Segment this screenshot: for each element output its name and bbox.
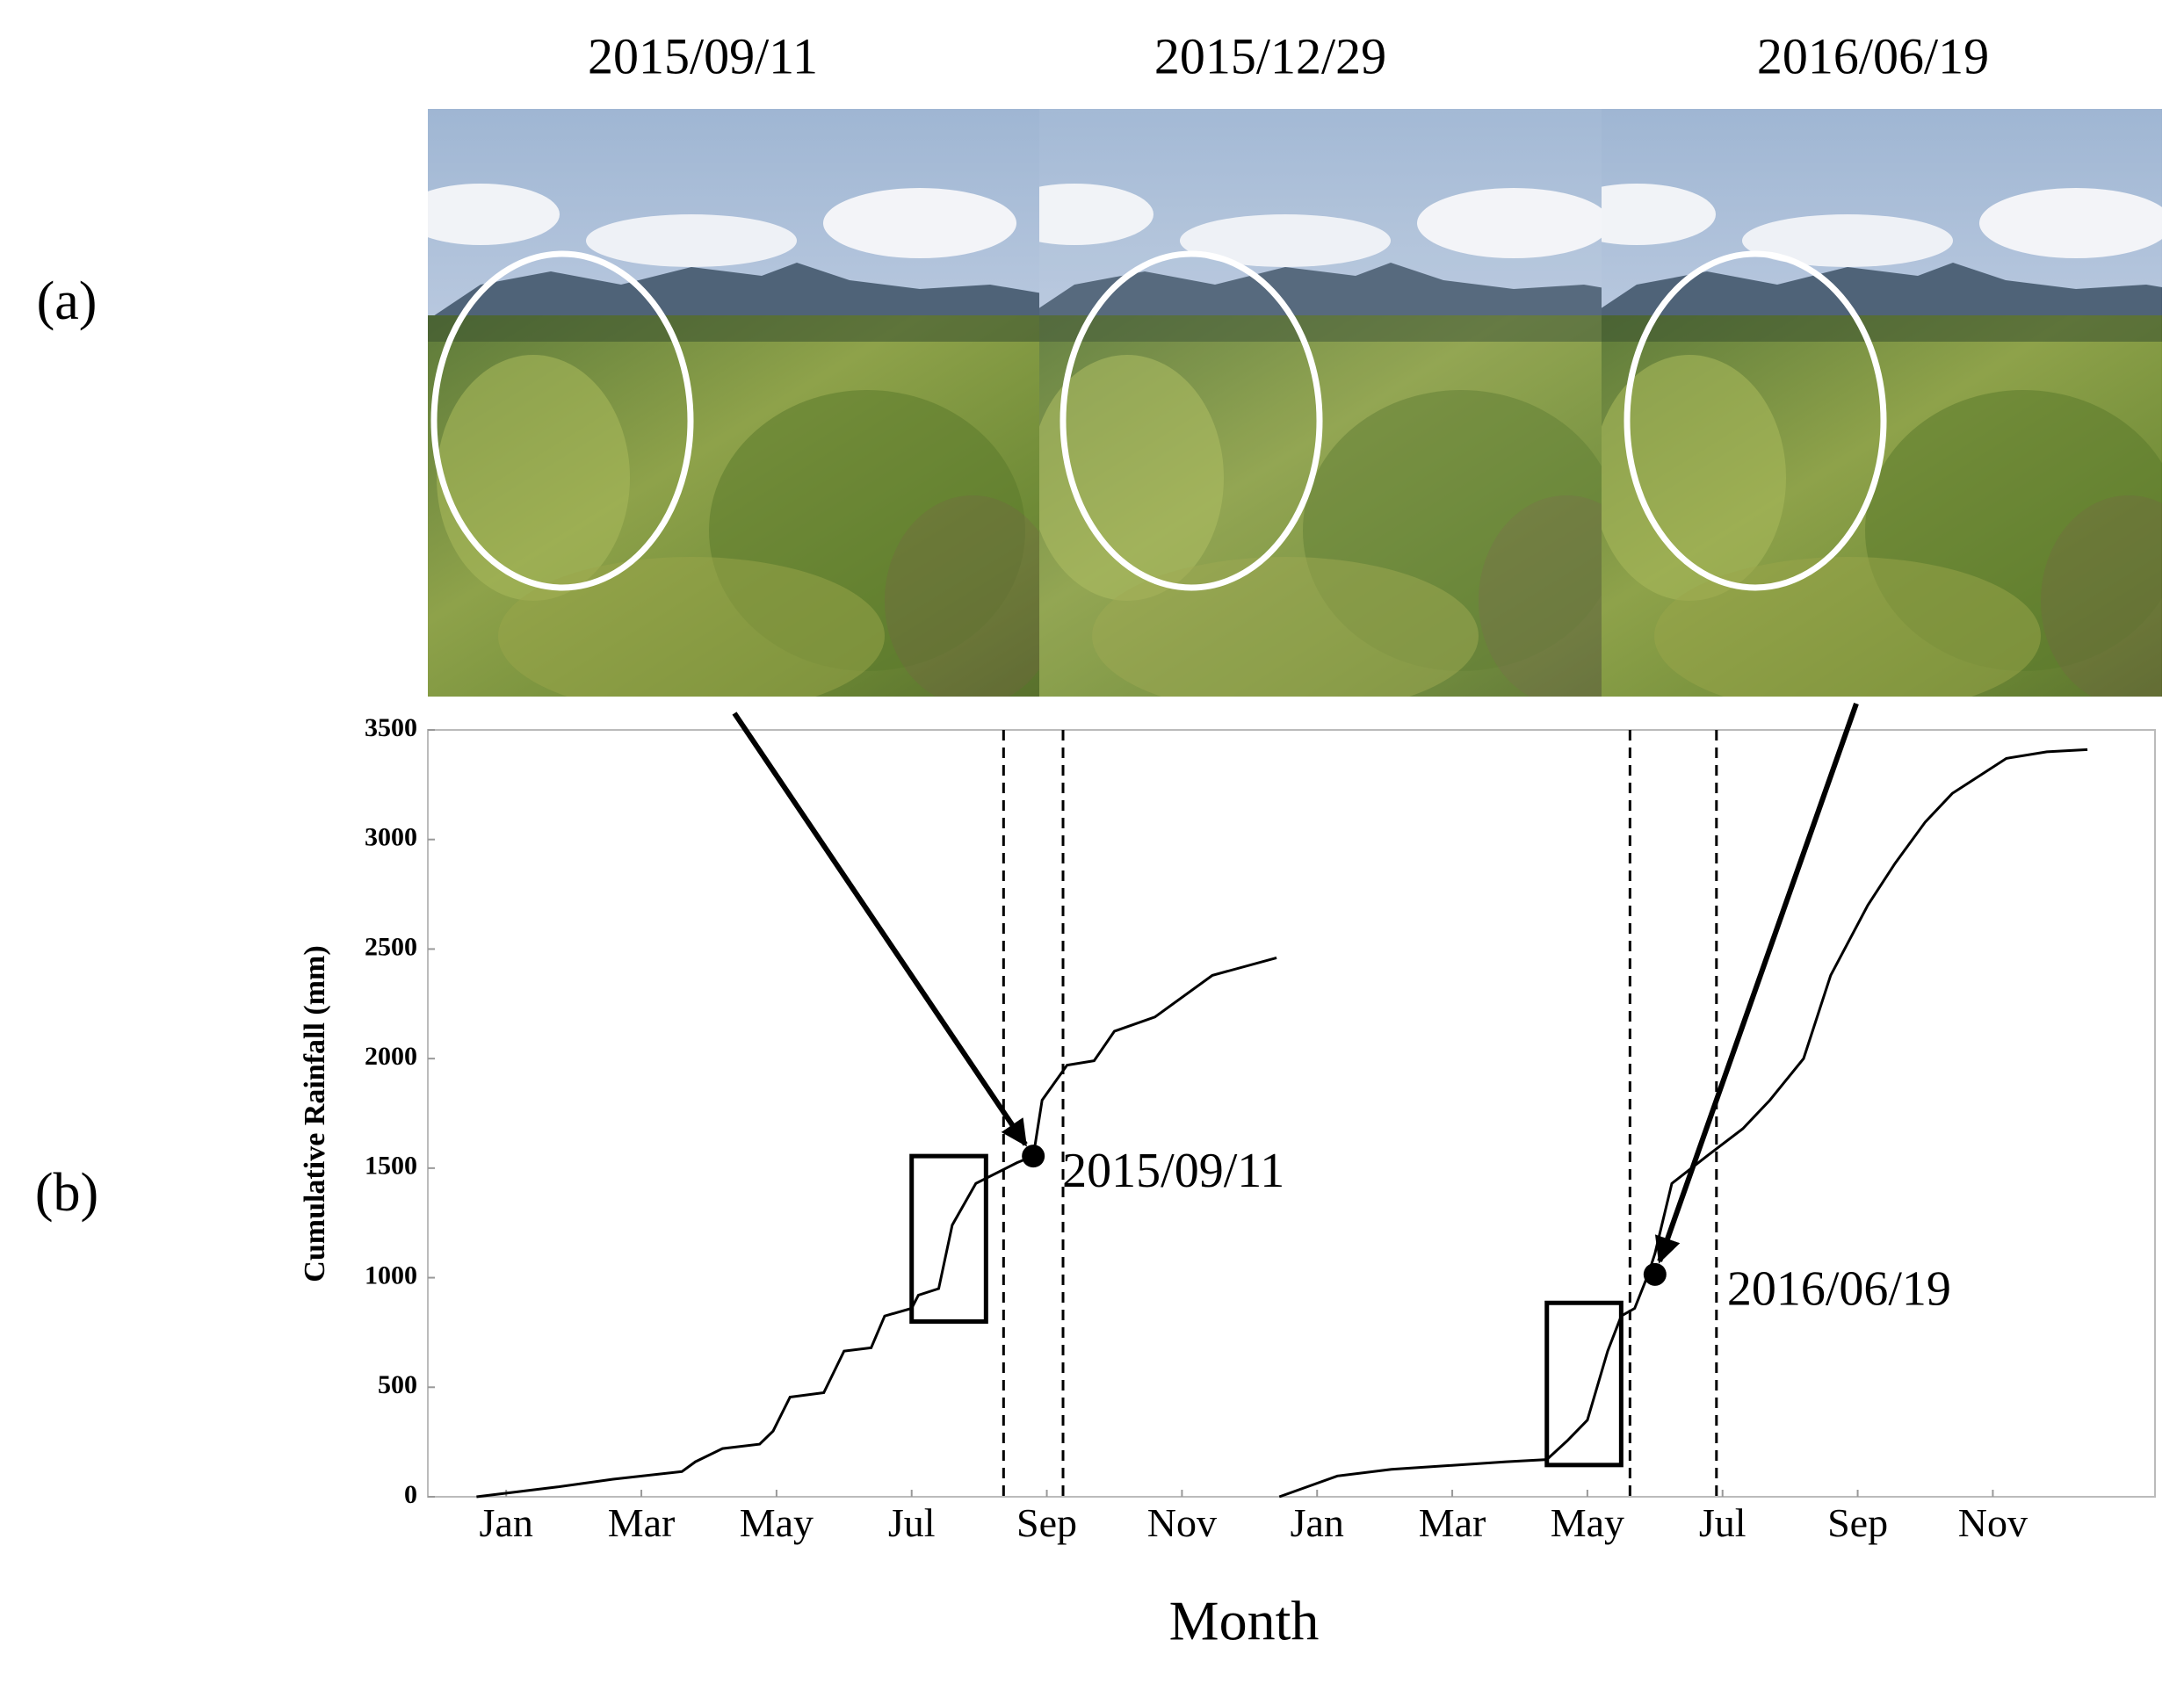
- y-axis-label: Cumulative Rainfall (mm): [299, 945, 331, 1282]
- highlight-box: [1544, 1300, 1624, 1468]
- panel-label: (b): [35, 1163, 98, 1223]
- x-tick-label: May: [740, 1500, 814, 1545]
- photo: [1039, 109, 1602, 697]
- highlight-ellipse: [430, 250, 694, 591]
- x-tick-label: Sep: [1016, 1500, 1077, 1545]
- plot-frame: [427, 729, 2156, 1498]
- highlight-ellipse: [1624, 250, 1887, 591]
- photo-date: 2015/09/11: [588, 27, 818, 84]
- highlight-box: [909, 1153, 988, 1324]
- y-tick-label: 1000: [365, 1260, 417, 1289]
- marker-label: 2016/06/19: [1727, 1262, 1951, 1317]
- photo: [428, 109, 1039, 697]
- y-tick-label: 0: [404, 1480, 417, 1509]
- x-tick-label: Nov: [1147, 1500, 1217, 1545]
- x-tick-label: Mar: [1419, 1500, 1486, 1545]
- x-tick-label: Mar: [608, 1500, 676, 1545]
- y-tick-label: 3000: [365, 823, 417, 852]
- x-tick-label: Sep: [1827, 1500, 1888, 1545]
- panel-label: (a): [37, 271, 98, 331]
- y-tick-label: 3500: [365, 713, 417, 742]
- photo-date: 2016/06/19: [1757, 27, 1989, 84]
- y-tick-label: 1500: [365, 1152, 417, 1181]
- x-tick-label: Jan: [480, 1500, 533, 1545]
- y-tick-label: 500: [378, 1370, 417, 1399]
- x-tick-label: May: [1551, 1500, 1624, 1545]
- x-tick-label: Jul: [888, 1500, 936, 1545]
- x-tick-label: Jul: [1699, 1500, 1746, 1545]
- marker-label: 2015/09/11: [1062, 1144, 1284, 1198]
- photo: [1602, 109, 2162, 697]
- x-axis-label: Month: [1169, 1590, 1320, 1652]
- x-tick-label: Jan: [1291, 1500, 1344, 1545]
- marker-dot: [1022, 1145, 1045, 1168]
- highlight-ellipse: [1059, 250, 1323, 591]
- x-tick-label: Nov: [1958, 1500, 2028, 1545]
- marker-dot: [1643, 1262, 1667, 1286]
- y-tick-label: 2500: [365, 932, 417, 961]
- rainfall-line: [1278, 748, 2088, 1499]
- rainfall-line: [476, 956, 1277, 1499]
- y-tick-label: 2000: [365, 1042, 417, 1071]
- photo-date: 2015/12/29: [1154, 27, 1386, 84]
- arrow: [1654, 703, 1859, 1264]
- arrow: [732, 711, 1028, 1147]
